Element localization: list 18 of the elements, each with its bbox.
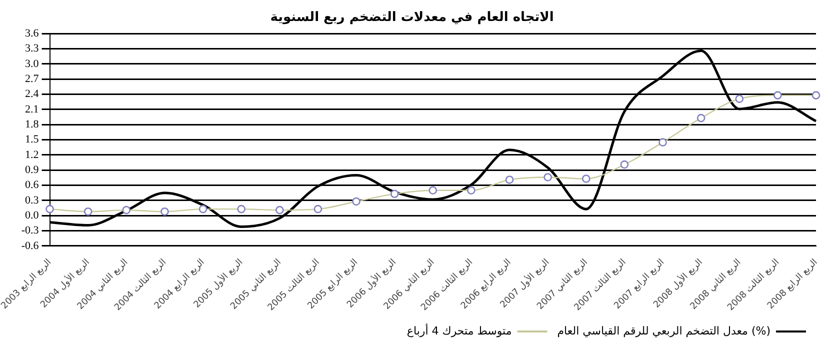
y-tick-label: 2.4 bbox=[25, 88, 40, 100]
y-tick-label: 2.1 bbox=[25, 103, 39, 116]
y-tick-label: 1.8 bbox=[25, 118, 40, 131]
y-tick-label: 3.6 bbox=[25, 27, 40, 40]
y-tick-label: 3.0 bbox=[25, 58, 40, 70]
chart-title: الاتجاه العام في معدلات التضخم ربع السنوية bbox=[270, 10, 554, 26]
y-tick-label: -0.6 bbox=[21, 240, 40, 252]
y-tick-label: 0.9 bbox=[25, 164, 40, 176]
legend-label: متوسط متحرك 4 أرباع bbox=[406, 323, 512, 338]
y-tick-label: 0.0 bbox=[25, 210, 40, 222]
y-tick-label: 3.3 bbox=[25, 42, 40, 55]
y-tick-label: 0.3 bbox=[25, 194, 40, 206]
y-tick-label: 1.5 bbox=[25, 134, 40, 146]
y-tick-label: 1.2 bbox=[25, 148, 39, 161]
y-tick-label: -0.3 bbox=[21, 224, 40, 237]
legend-label: معدل التضخم الربعي للرقم القياسي العام (%) bbox=[557, 324, 770, 338]
y-tick-label: 2.7 bbox=[25, 73, 40, 86]
y-tick-label: 0.6 bbox=[25, 179, 40, 192]
